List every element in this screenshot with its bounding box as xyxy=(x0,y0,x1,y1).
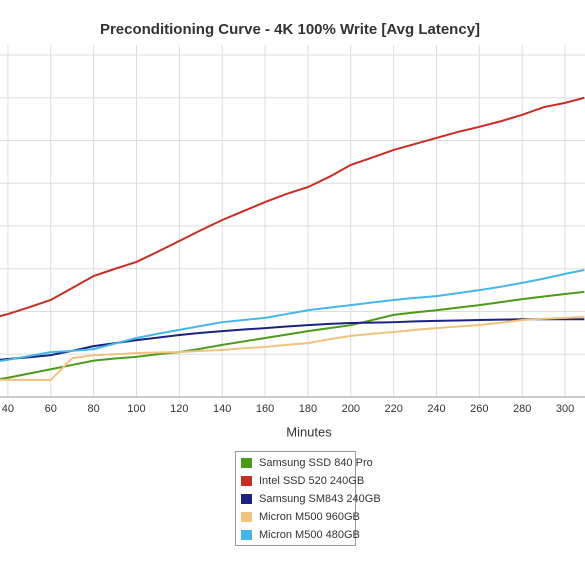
legend-label: Micron M500 960GB xyxy=(259,511,360,523)
x-tick-label: 40 xyxy=(2,403,14,415)
x-tick-label: 220 xyxy=(384,403,402,415)
x-tick-label: 100 xyxy=(127,403,145,415)
x-tick-label: 240 xyxy=(427,403,445,415)
chart-title: Preconditioning Curve - 4K 100% Write [A… xyxy=(100,21,480,38)
series-line xyxy=(0,96,585,318)
x-tick-label: 180 xyxy=(299,403,317,415)
legend-swatch xyxy=(241,476,252,486)
legend-swatch xyxy=(241,530,252,540)
legend-box xyxy=(235,451,356,546)
x-axis-label: Minutes xyxy=(286,424,332,439)
x-tick-label: 80 xyxy=(88,403,100,415)
x-tick-label: 280 xyxy=(513,403,531,415)
series-line xyxy=(0,318,585,361)
legend-swatch xyxy=(241,512,252,522)
series-line xyxy=(0,290,585,380)
series-line xyxy=(0,269,585,363)
x-tick-label: 60 xyxy=(45,403,57,415)
legend-label: Intel SSD 520 240GB xyxy=(259,475,364,487)
legend-label: Micron M500 480GB xyxy=(259,529,360,541)
x-tick-label: 140 xyxy=(213,403,231,415)
legend-swatch xyxy=(241,458,252,468)
x-tick-label: 120 xyxy=(170,403,188,415)
x-tick-label: 200 xyxy=(342,403,360,415)
x-tick-label: 260 xyxy=(470,403,488,415)
x-tick-label: 300 xyxy=(556,403,574,415)
series-line xyxy=(0,316,585,381)
x-tick-label: 160 xyxy=(256,403,274,415)
legend-label: Samsung SSD 840 Pro xyxy=(259,457,373,469)
legend-swatch xyxy=(241,494,252,504)
legend-label: Samsung SM843 240GB xyxy=(259,493,381,505)
